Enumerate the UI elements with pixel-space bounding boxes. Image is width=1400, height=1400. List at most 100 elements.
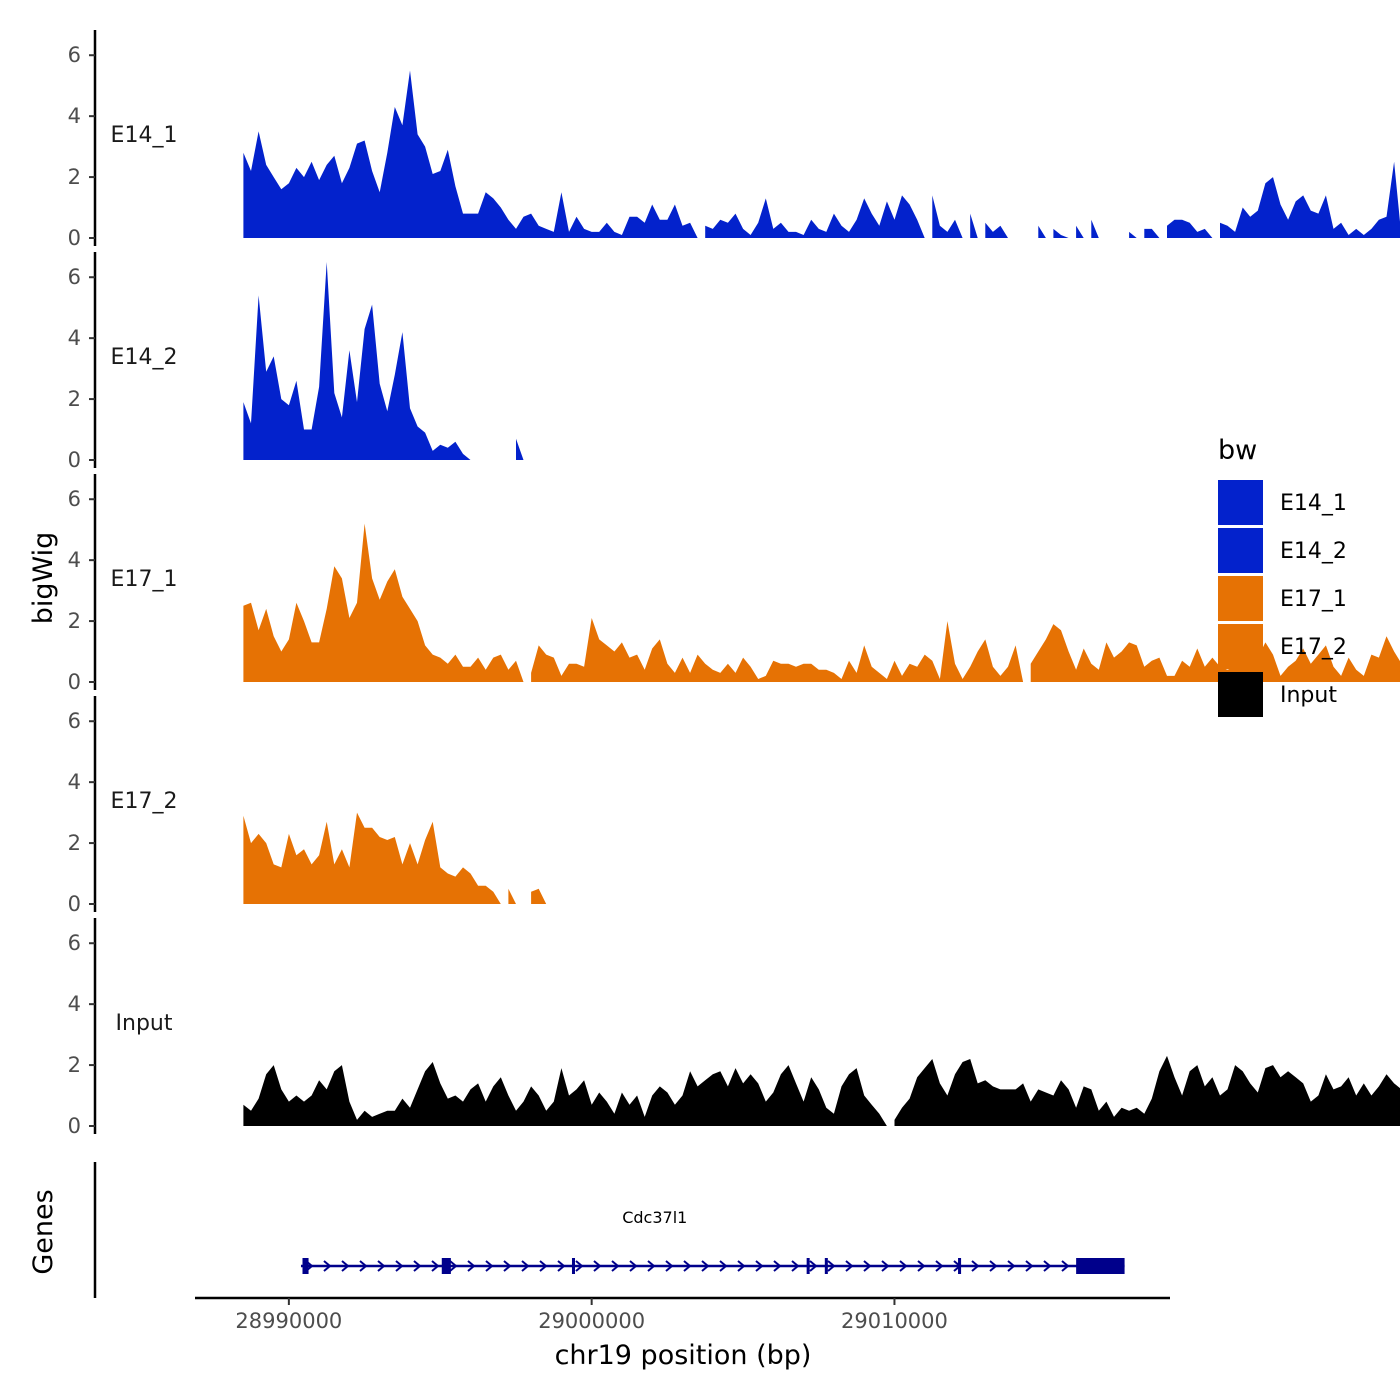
y-tick-label: 6: [68, 487, 81, 511]
strand-arrow: [665, 1260, 674, 1272]
y-tick-label: 2: [68, 831, 81, 855]
strand-arrow: [683, 1260, 692, 1272]
y-tick-label: 0: [68, 670, 81, 694]
strand-arrow: [827, 1260, 836, 1272]
x-axis-title: chr19 position (bp): [555, 1340, 812, 1371]
legend-label-e17-1: E17_1: [1280, 587, 1347, 612]
strand-arrow: [809, 1260, 818, 1272]
track-e14-2: 0 2 4 6 E14_2: [68, 252, 524, 472]
gene-exon: [1076, 1258, 1125, 1274]
y-tick-label: 4: [68, 992, 81, 1016]
strand-arrow: [863, 1260, 872, 1272]
track-label: E14_1: [111, 123, 178, 148]
y-tick-label: 2: [68, 165, 81, 189]
strand-arrow: [539, 1260, 548, 1272]
legend-label-e14-1: E14_1: [1280, 491, 1347, 516]
y-tick-label: 0: [68, 1114, 81, 1138]
strand-arrow: [593, 1260, 602, 1272]
x-tick-label: 29000000: [538, 1309, 645, 1333]
y-tick-label: 4: [68, 548, 81, 572]
strand-arrow: [935, 1260, 944, 1272]
gene-exon: [806, 1258, 810, 1274]
y-tick-label: 4: [68, 770, 81, 794]
strand-arrow: [989, 1260, 998, 1272]
area-e17-2: [243, 812, 547, 904]
strand-arrow: [701, 1260, 710, 1272]
strand-arrow: [629, 1260, 638, 1272]
strand-arrow: [503, 1260, 512, 1272]
x-tick-label: 28990000: [235, 1309, 342, 1333]
track-label: E14_2: [111, 345, 178, 370]
track-e17-1: 0 2 4 6 E17_1: [68, 474, 1400, 694]
gene-exon: [302, 1258, 309, 1274]
strand-arrow: [359, 1260, 368, 1272]
strand-arrow: [413, 1260, 422, 1272]
y-tick-label: 0: [68, 448, 81, 472]
strand-arrow: [467, 1260, 476, 1272]
legend-swatch-input: [1218, 672, 1263, 717]
legend-swatch-e14-2: [1218, 528, 1263, 573]
y-tick-label: 0: [68, 892, 81, 916]
y-tick-label: 6: [68, 709, 81, 733]
strand-arrow: [1043, 1260, 1052, 1272]
strand-arrow: [557, 1260, 566, 1272]
area-e14-1: [243, 70, 1400, 238]
strand-arrow: [791, 1260, 800, 1272]
strand-arrow: [431, 1260, 440, 1272]
y-tick-label: 6: [68, 265, 81, 289]
legend-swatch-e14-1: [1218, 480, 1263, 525]
genes-panel: Cdc37l1: [93, 1162, 1125, 1298]
y-tick-label: 2: [68, 609, 81, 633]
track-e14-1: 0 2 4 6 E14_1: [68, 30, 1400, 250]
strand-arrow: [449, 1260, 458, 1272]
legend-swatch-e17-1: [1218, 576, 1263, 621]
strand-arrow: [377, 1260, 386, 1272]
y-tick-label: 6: [68, 931, 81, 955]
strand-arrow: [485, 1260, 494, 1272]
y-tick-label: 4: [68, 104, 81, 128]
strand-arrow: [323, 1260, 332, 1272]
strand-arrow: [395, 1260, 404, 1272]
strand-arrow: [719, 1260, 728, 1272]
strand-arrow: [341, 1260, 350, 1272]
track-e17-2: 0 2 4 6 E17_2: [68, 696, 547, 916]
gene-exon: [571, 1258, 576, 1274]
legend-label-e17-2: E17_2: [1280, 635, 1347, 660]
strand-arrow: [647, 1260, 656, 1272]
strand-arrow: [971, 1260, 980, 1272]
y-tick-label: 0: [68, 226, 81, 250]
strand-arrow: [917, 1260, 926, 1272]
y-tick-label: 2: [68, 1053, 81, 1077]
y-axis-title: bigWig: [28, 532, 59, 625]
legend-title: bw: [1218, 435, 1257, 466]
strand-arrow: [611, 1260, 620, 1272]
strand-arrow: [575, 1260, 584, 1272]
track-label: E17_1: [111, 567, 178, 592]
genes-axis-title: Genes: [28, 1189, 59, 1274]
strand-arrow: [1061, 1260, 1070, 1272]
gene-exon: [441, 1258, 451, 1274]
strand-arrow: [521, 1260, 530, 1272]
gene-exon: [824, 1258, 828, 1274]
legend: bw E14_1 E14_2 E17_1 E17_2 Input: [1218, 435, 1347, 717]
gene-name-label: Cdc37l1: [622, 1208, 687, 1227]
x-tick-label: 29010000: [841, 1309, 948, 1333]
strand-arrow: [881, 1260, 890, 1272]
x-axis: 28990000 29000000 29010000: [195, 1296, 1170, 1333]
legend-label-input: Input: [1280, 683, 1337, 708]
area-e14-2: [243, 262, 524, 460]
legend-swatch-e17-2: [1218, 624, 1263, 669]
track-input: 0 2 4 6 Input: [68, 918, 1400, 1138]
gene-exon: [958, 1258, 962, 1274]
strand-arrow: [1007, 1260, 1016, 1272]
legend-label-e14-2: E14_2: [1280, 539, 1347, 564]
strand-arrow: [773, 1260, 782, 1272]
track-panels: 0 2 4 6 E14_1 0 2 4 6 E14_2 0 2 4 6 E17_1 0 2 4 6 E17_2 0 2 4 6…: [68, 30, 1400, 1138]
strand-arrow: [737, 1260, 746, 1272]
y-tick-label: 6: [68, 43, 81, 67]
y-tick-label: 4: [68, 326, 81, 350]
track-label: E17_2: [111, 789, 178, 814]
strand-arrow: [899, 1260, 908, 1272]
area-e17-1: [243, 523, 1400, 682]
